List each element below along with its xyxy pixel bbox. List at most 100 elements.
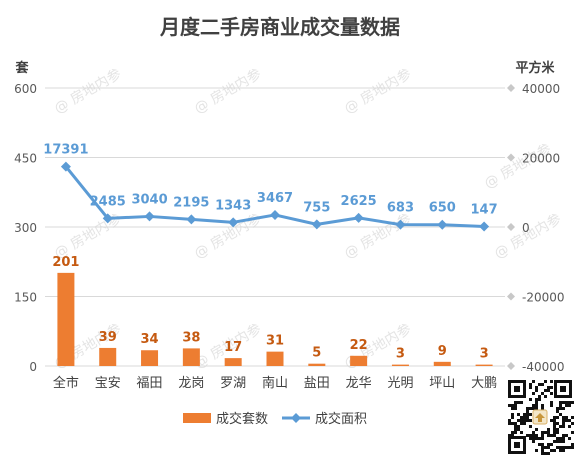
qr-cell <box>568 437 571 440</box>
qr-cell <box>523 422 526 425</box>
right-tick-marker <box>507 292 515 301</box>
qr-cell <box>559 446 562 449</box>
bar-value-label: 3 <box>480 347 489 362</box>
right-tick-label: -20000 <box>522 291 565 305</box>
qr-cell <box>562 419 565 422</box>
qr-cell <box>508 419 511 422</box>
qr-cell <box>517 419 520 422</box>
qr-cell <box>571 422 574 425</box>
qr-cell <box>550 380 553 383</box>
legend-line-label: 成交面积 <box>315 411 367 427</box>
qr-cell <box>553 416 556 419</box>
qr-cell <box>520 416 523 419</box>
qr-cell <box>544 452 547 455</box>
watermark-text: @ 房地内参 <box>51 65 124 117</box>
qr-cell <box>553 431 556 434</box>
line-series: 17391 2485 3040 2195 1343 3467 755 2625 683 650 14… <box>43 143 498 232</box>
line-point <box>395 219 406 230</box>
qr-cell <box>532 437 535 440</box>
qr-cell <box>559 401 562 404</box>
qr-cell <box>508 422 511 425</box>
qr-cell <box>532 407 535 410</box>
qr-cell <box>520 422 523 425</box>
qr-cell <box>565 419 568 422</box>
qr-cell <box>541 383 544 386</box>
qr-cell <box>529 407 532 410</box>
qr-cell <box>562 440 565 443</box>
qr-cell <box>532 431 535 434</box>
x-tick-label: 盐田 <box>304 376 330 391</box>
right-tick-label: 40000 <box>522 82 560 96</box>
qr-cell <box>562 437 565 440</box>
qr-cell <box>535 434 538 437</box>
watermark-text: @ 房地内参 <box>341 65 414 117</box>
qr-cell <box>571 446 574 449</box>
qr-cell <box>547 446 550 449</box>
qr-cell <box>547 452 550 455</box>
right-axis-unit: 平方米 <box>515 60 555 76</box>
qr-cell <box>538 443 541 446</box>
qr-cell <box>553 425 556 428</box>
qr-cell <box>526 416 529 419</box>
qr-code-image <box>506 378 574 456</box>
x-tick-label: 龙岗 <box>178 376 204 391</box>
legend-bar-label: 成交套数 <box>216 411 268 427</box>
bar-value-label: 3 <box>396 347 405 362</box>
bar-value-label: 39 <box>99 330 117 345</box>
bar <box>391 364 409 366</box>
bar-value-label: 5 <box>312 346 321 361</box>
line-point <box>353 212 364 223</box>
qr-cell <box>538 383 541 386</box>
left-axis-unit: 套 <box>14 60 29 76</box>
x-tick-label: 光明 <box>387 376 413 391</box>
qr-cell <box>565 446 568 449</box>
qr-cell <box>517 428 520 431</box>
qr-cell <box>559 437 562 440</box>
bar <box>182 348 200 366</box>
qr-cell <box>514 407 517 410</box>
qr-cell <box>568 446 571 449</box>
qr-cell <box>529 413 532 416</box>
bar <box>475 364 493 366</box>
qr-cell <box>535 401 538 404</box>
qr-cell <box>547 434 550 437</box>
qr-cell <box>565 416 568 419</box>
line-point <box>270 209 280 220</box>
qr-cell <box>541 437 544 440</box>
qr-cell <box>511 413 514 416</box>
right-tick-marker <box>507 223 515 231</box>
qr-cell <box>541 434 544 437</box>
qr-cell <box>532 440 535 443</box>
left-tick-label: 0 <box>29 360 37 374</box>
qr-cell <box>526 419 529 422</box>
qr-cell <box>568 425 571 428</box>
qr-cell <box>538 437 541 440</box>
watermark-text: @ 房地内参 <box>491 210 564 262</box>
qr-cell <box>523 413 526 416</box>
qr-cell <box>568 404 571 407</box>
line-point <box>186 214 197 225</box>
qr-cell <box>544 446 547 449</box>
chart-title: 月度二手房商业成交量数据 <box>159 15 400 39</box>
watermark-text: @ 房地内参 <box>191 65 264 117</box>
qr-cell <box>517 413 520 416</box>
qr-cell <box>511 431 514 434</box>
line-value-label: 683 <box>387 201 414 216</box>
legend-line-marker <box>291 413 301 423</box>
qr-cell <box>511 434 514 437</box>
qr-cell <box>544 380 547 383</box>
qr-cell <box>559 413 562 416</box>
bar-value-label: 201 <box>52 255 79 270</box>
line-value-label: 650 <box>429 201 456 216</box>
qr-cell <box>535 404 538 407</box>
line-point <box>60 161 71 172</box>
qr-cell <box>562 407 565 410</box>
line-point <box>437 219 448 230</box>
qr-cell <box>550 419 553 422</box>
bar-value-label: 17 <box>224 340 242 355</box>
qr-cell <box>562 449 565 452</box>
right-tick-label: -40000 <box>522 360 565 374</box>
line-point <box>479 221 490 232</box>
qr-cell <box>508 434 511 437</box>
